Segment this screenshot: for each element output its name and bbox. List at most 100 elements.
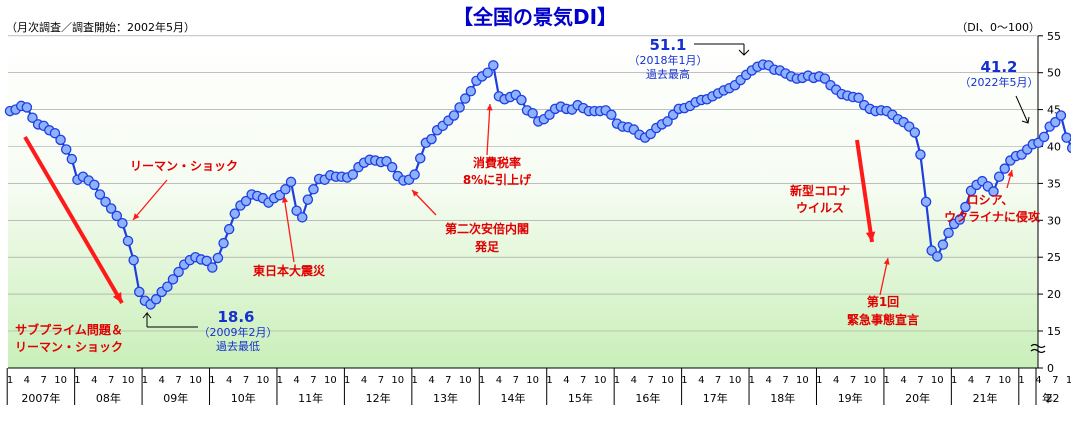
month-tick-label: 10 [661, 375, 674, 386]
data-point [819, 73, 831, 84]
month-tick-label: 7 [445, 375, 451, 386]
month-tick-label: 10 [54, 375, 67, 386]
month-tick-label: 7 [243, 375, 249, 386]
covid-trend-arrow-head [865, 231, 876, 242]
data-point [960, 201, 971, 213]
annotation-arrows [23, 43, 1030, 328]
annotation-label: ウクライナに侵攻 [944, 209, 1041, 224]
month-tick-label: 10 [931, 375, 944, 386]
month-tick-label: 4 [496, 375, 502, 386]
data-point [465, 85, 477, 97]
year-label: 10年 [231, 391, 256, 405]
data-point [915, 149, 926, 160]
annotation-label: 発足 [474, 239, 499, 254]
month-tick-label: 4 [631, 375, 637, 386]
y-tick-label: 40 [1047, 141, 1061, 154]
data-point [162, 281, 173, 292]
month-tick-label: 7 [310, 375, 316, 386]
data-point [212, 252, 224, 264]
emergency-arrow [879, 257, 889, 296]
data-point [993, 171, 1005, 183]
data-point [89, 179, 100, 191]
lehman-arrow-head [133, 213, 140, 220]
data-point [409, 169, 420, 180]
y-tick-label: 15 [1047, 325, 1061, 338]
month-tick-label: 7 [513, 375, 519, 386]
month-tick-label: 4 [766, 375, 772, 386]
month-tick-label: 7 [850, 375, 856, 386]
month-tick-label: 7 [580, 375, 586, 386]
month-tick-label: 10 [391, 375, 404, 386]
year-label: 14年 [500, 391, 525, 405]
data-point [128, 254, 139, 266]
annotation-label: 緊急事態宣言 [847, 312, 919, 327]
data-point [167, 274, 179, 285]
month-tick-label: 7 [647, 375, 653, 386]
data-point [415, 153, 426, 164]
axis-break-icon [1030, 343, 1046, 354]
data-point [60, 144, 72, 155]
data-point [488, 60, 499, 71]
year-label: 19年 [838, 391, 863, 405]
data-point [49, 127, 61, 139]
data-point [932, 251, 943, 262]
data-point [218, 237, 229, 249]
data-point [347, 169, 359, 180]
data-point [285, 176, 297, 188]
month-tick-label: 4 [24, 375, 30, 386]
data-point [134, 286, 145, 298]
data-point [853, 92, 864, 104]
data-point [66, 153, 78, 165]
data-point [999, 163, 1010, 174]
tax-arrow [486, 103, 491, 156]
month-tick-label: 7 [985, 375, 991, 386]
data-point [122, 235, 134, 247]
data-point [516, 94, 527, 106]
data-point [94, 189, 106, 200]
tax-arrow-head [486, 104, 493, 111]
data-point [296, 212, 308, 223]
month-tick-label: 7 [917, 375, 923, 386]
year-label: 11年 [298, 391, 323, 405]
month-tick-label: 7 [108, 375, 114, 386]
latest-date-label: （2022年5月） [960, 75, 1039, 89]
data-point [1050, 116, 1061, 128]
annotations: サブプライム問題＆リーマン・ショックリーマン・ショック東日本大震災第二次安倍内閣… [15, 36, 1041, 354]
month-tick-label: 10 [729, 375, 742, 386]
month-tick-label: 10 [1066, 375, 1071, 386]
annotation-label: サブプライム問題＆ [15, 322, 123, 337]
data-point [207, 262, 218, 273]
data-point [308, 184, 319, 195]
month-tick-label: 1 [74, 375, 80, 386]
annotation-label: 第1回 [867, 294, 899, 309]
data-point [117, 218, 128, 229]
lehman-arrow [132, 179, 168, 221]
latest-callout-line [1015, 95, 1029, 124]
month-tick-label: 4 [563, 375, 569, 386]
year-label: 09年 [163, 391, 188, 405]
x-axis-ticks: 1 4 7 10 1 4 7 10 1 4 7 10 1 4 7 10 1 4 7 10 1 4 7 10 1 4 7 10 1 4 7 10… [6, 368, 1071, 405]
quake-arrow-head [281, 196, 288, 203]
high-date-label: （2018年1月） [629, 53, 708, 67]
year-label: 22 [1046, 392, 1060, 405]
month-tick-label: 10 [189, 375, 202, 386]
data-point [55, 134, 66, 146]
month-tick-label: 4 [1035, 375, 1041, 386]
data-point [1066, 142, 1071, 154]
month-tick-label: 7 [175, 375, 181, 386]
month-tick-label: 10 [459, 375, 472, 386]
y-tick-label: 20 [1047, 288, 1061, 301]
annotation-label: リーマン・ショック [130, 159, 238, 173]
annotation-label: 東日本大震災 [253, 263, 326, 278]
latest-value-label: 41.2 [980, 58, 1017, 76]
month-tick-label: 1 [142, 375, 148, 386]
month-tick-label: 7 [715, 375, 721, 386]
data-point [527, 108, 538, 119]
data-point [229, 208, 241, 219]
data-point [909, 127, 921, 138]
chart-title: 【全国の景気DI】 [453, 5, 617, 29]
month-tick-label: 1 [411, 375, 417, 386]
month-tick-label: 4 [698, 375, 704, 386]
month-tick-label: 4 [900, 375, 906, 386]
